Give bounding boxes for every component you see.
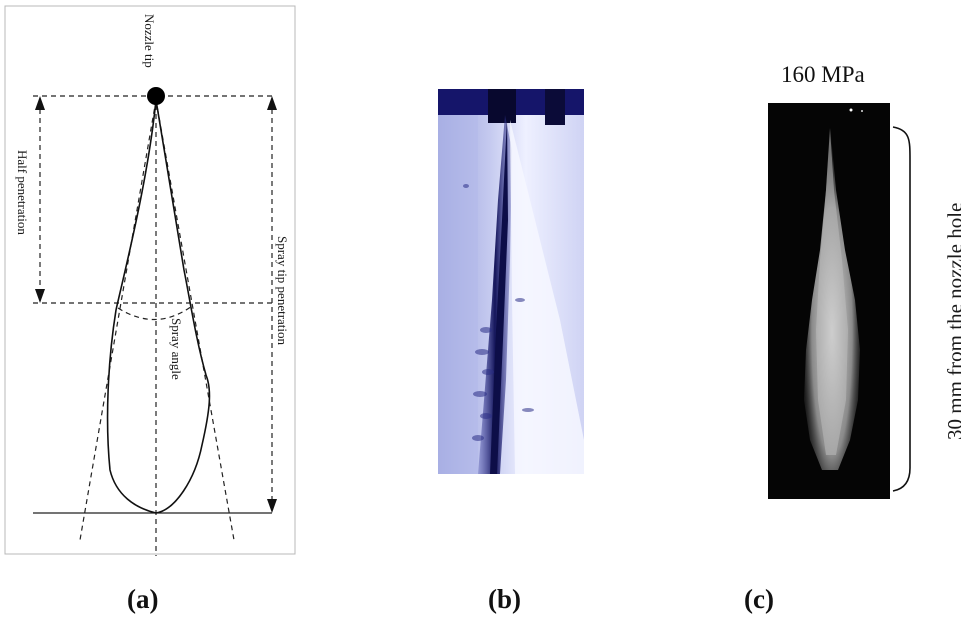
caption-c: (c) [744, 584, 774, 614]
nozzle-tip-dot [147, 87, 165, 105]
caption-b: (b) [488, 584, 521, 614]
half-penetration-arrowhead-bottom [35, 289, 45, 303]
spray-angle-line-right [155, 99, 235, 541]
spray-angle-arc [117, 305, 193, 321]
distance-label: 30 mm from the nozzle hole [943, 202, 961, 440]
distance-brace [892, 126, 911, 492]
tip-penetration-arrowhead-bottom [267, 499, 277, 513]
pressure-label: 160 MPa [781, 62, 865, 87]
half-penetration-arrowhead-top [35, 96, 45, 110]
caption-a: (a) [127, 584, 159, 614]
tip-penetration-arrowhead-top [267, 96, 277, 110]
spray-angle-line-left [79, 99, 157, 541]
spray-contour [106, 99, 211, 514]
